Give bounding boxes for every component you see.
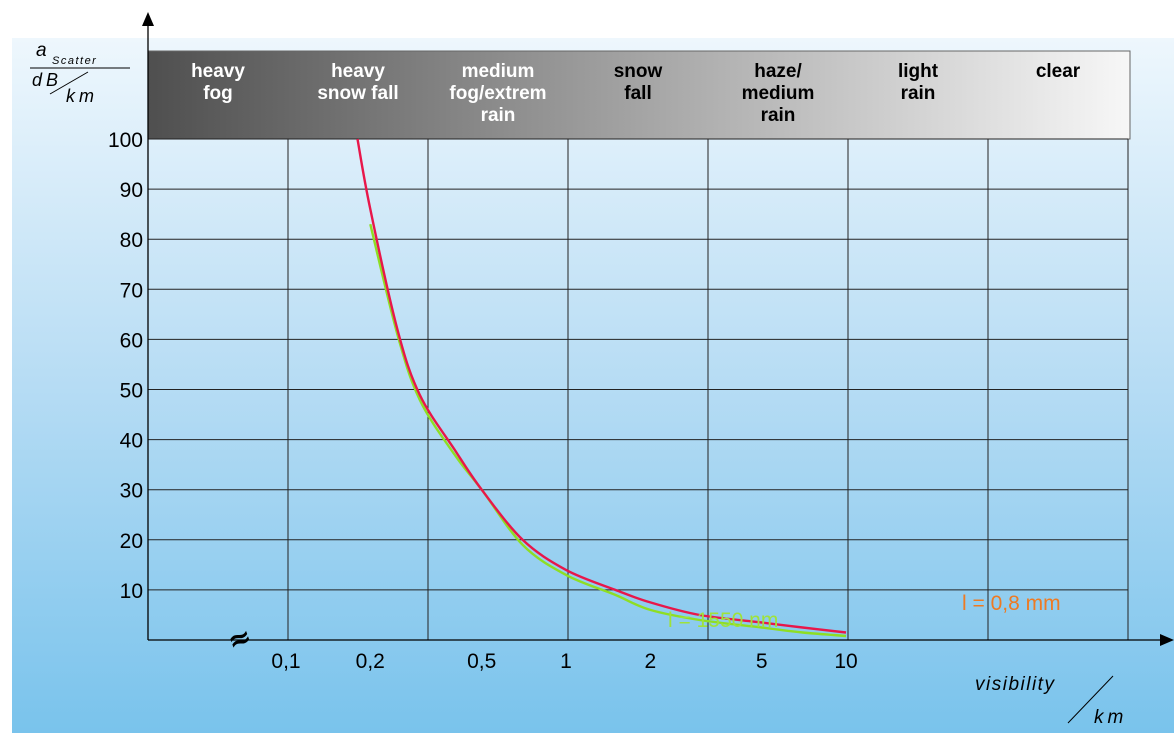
y-tick-label: 40 [120,430,143,453]
weather-label: light rain [898,61,939,104]
weather-label: medium fog/extrem rain [449,61,546,126]
x-axis-unit-label: visibility km [975,674,1127,728]
x-unit-slash [1067,675,1114,724]
y-tick-labels: 10 20 30 40 50 60 70 80 90 100 [108,129,143,603]
y-tick-label: 30 [120,480,143,503]
y-tick-label: 50 [120,380,143,403]
page-top-margin [0,0,1174,38]
y-unit-subscript: Scatter [52,55,97,67]
x-unit-quantity: visibility [975,674,1055,695]
chart-background [12,38,1174,733]
x-axis-arrow [1160,634,1174,646]
weather-labels: heavy fog heavy snow fall medium fog/extrem ra… [191,61,1081,126]
weather-label: clear [1036,61,1081,82]
series-lines [356,138,847,638]
y-tick-label: 20 [120,530,143,553]
series-label-08mm: l = 0,8 mm [962,592,1061,615]
x-tick-label: 0,2 [356,650,385,673]
x-tick-label: 0,1 [271,650,300,673]
y-tick-label: 10 [120,580,143,603]
weather-header-band [147,50,1131,140]
x-tick-labels: 0,1 0,2 0,5 1 2 5 10 [271,650,857,673]
series-label-1550nm: l = 1550 nm [668,609,778,632]
x-tick-label: 5 [756,650,768,673]
y-tick-label: 70 [120,279,143,302]
weather-label: snow fall [614,61,663,104]
y-tick-label: 100 [108,129,143,152]
weather-label: haze/medium rain [742,61,815,126]
series-line [356,138,847,634]
weather-label: heavy fog [191,61,245,104]
series-line [369,223,847,638]
y-tick-label: 80 [120,229,143,252]
y-unit-slash [49,71,89,95]
weather-label: heavy snow fall [317,61,398,104]
x-unit-unit: km [1094,707,1127,728]
x-tick-label: 0,5 [467,650,496,673]
x-tick-label: 10 [834,650,857,673]
y-unit-denominator: km [66,86,98,106]
y-unit-symbol: a [36,40,47,61]
x-tick-label: 1 [560,650,572,673]
y-unit-numerator: dB [32,70,62,90]
y-tick-label: 60 [120,329,143,352]
y-axis-unit-label: a Scatter dB km [30,40,130,106]
x-tick-label: 2 [644,650,656,673]
y-tick-label: 90 [120,179,143,202]
y-axis-arrow [142,12,154,26]
